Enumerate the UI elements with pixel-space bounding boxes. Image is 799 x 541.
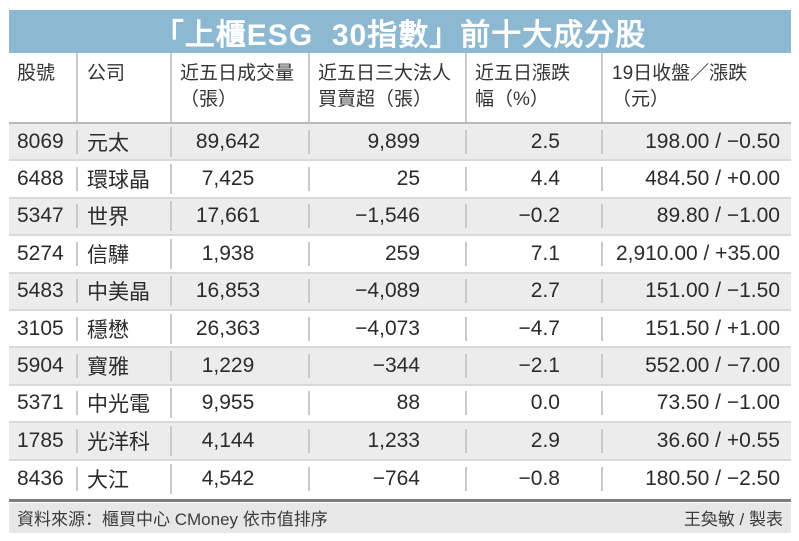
col-header-change-pct: 近五日漲跌 幅（%）: [467, 53, 603, 122]
col-header-stock-id: 股號: [9, 53, 78, 122]
cell-institutional-net: −764: [310, 467, 467, 492]
cell-company: 寶雅: [78, 351, 172, 382]
cell-volume: 1,229: [172, 354, 310, 379]
cell-stock-id: 6488: [9, 167, 78, 192]
cell-institutional-net: 25: [310, 167, 467, 192]
cell-stock-id: 1785: [9, 428, 78, 453]
cell-close-and-change: 180.50 / −2.50: [645, 467, 780, 491]
cell-volume: 26,363: [172, 316, 310, 341]
cell-institutional-net: 1,233: [310, 428, 467, 453]
cell-stock-id: 5274: [9, 241, 78, 266]
cell-change-pct: −2.1: [467, 354, 603, 379]
cell-close-and-change: 151.50 / +1.00: [645, 316, 780, 340]
cell-close-and-change: 151.00 / −1.50: [645, 279, 780, 303]
cell-volume: 9,955: [172, 391, 310, 416]
cell-change-pct: 2.7: [467, 279, 603, 304]
cell-change-pct: −0.2: [467, 204, 603, 229]
cell-company: 元太: [78, 126, 172, 157]
cell-stock-id: 5371: [9, 391, 78, 416]
cell-institutional-net: 259: [310, 241, 467, 266]
page-title: 「上櫃ESG 30指數」前十大成分股: [153, 18, 647, 52]
cell-stock-id: 5347: [9, 204, 78, 229]
col-header-institutional-net: 近五日三大法人 買賣超（張）: [310, 53, 467, 122]
footer-bar: 資料來源：櫃買中心 CMoney 依市值排序 王奐敏 / 製表: [9, 502, 791, 533]
table-header-row: 股號 公司 近五日成交量 （張） 近五日三大法人 買賣超（張） 近五日漲跌 幅（…: [9, 53, 791, 124]
cell-institutional-net: 9,899: [310, 129, 467, 154]
cell-company: 中光電: [78, 388, 172, 419]
table-row: 5274 信驊 1,938 259 7.1 2,910.00 / +35.00: [9, 236, 791, 274]
cell-company: 中美晶: [78, 276, 172, 307]
cell-volume: 89,642: [172, 129, 310, 154]
table-row: 5904 寶雅 1,229 −344 −2.1 552.00 / −7.00: [9, 348, 791, 386]
cell-volume: 4,542: [172, 467, 310, 492]
cell-company: 穩懋: [78, 313, 172, 344]
cell-volume: 4,144: [172, 428, 310, 453]
cell-company: 信驊: [78, 238, 172, 269]
cell-volume: 17,661: [172, 204, 310, 229]
cell-close-and-change: 73.50 / −1.00: [656, 391, 780, 415]
title-banner: 「上櫃ESG 30指數」前十大成分股: [9, 10, 791, 53]
cell-institutional-net: −1,546: [310, 204, 467, 229]
cell-company: 光洋科: [78, 425, 172, 456]
cell-change-pct: −4.7: [467, 316, 603, 341]
cell-volume: 16,853: [172, 279, 310, 304]
cell-close-and-change: 198.00 / −0.50: [645, 129, 780, 153]
cell-change-pct: 2.9: [467, 428, 603, 453]
table-row: 8436 大江 4,542 −764 −0.8 180.50 / −2.50: [9, 460, 791, 498]
cell-change-pct: −0.8: [467, 467, 603, 492]
source-note: 資料來源：櫃買中心 CMoney 依市值排序: [17, 510, 328, 530]
cell-company: 世界: [78, 201, 172, 232]
cell-close-and-change: 2,910.00 / +35.00: [615, 241, 780, 265]
cell-company: 環球晶: [78, 164, 172, 195]
cell-stock-id: 8069: [9, 129, 78, 154]
table-container: 「上櫃ESG 30指數」前十大成分股 股號 公司 近五日成交量 （張） 近五日三…: [9, 10, 791, 533]
cell-change-pct: 4.4: [467, 167, 603, 192]
cell-close-and-change: 484.50 / +0.00: [645, 167, 780, 191]
cell-change-pct: 2.5: [467, 129, 603, 154]
cell-volume: 1,938: [172, 241, 310, 266]
table-row: 5483 中美晶 16,853 −4,089 2.7 151.00 / −1.5…: [9, 273, 791, 311]
cell-stock-id: 3105: [9, 316, 78, 341]
cell-institutional-net: −344: [310, 354, 467, 379]
table-bottom-divider: [9, 498, 791, 502]
cell-stock-id: 5483: [9, 279, 78, 304]
cell-close-and-change: 89.80 / −1.00: [656, 204, 780, 228]
cell-institutional-net: 88: [310, 391, 467, 416]
cell-change-pct: 7.1: [467, 241, 603, 266]
cell-stock-id: 8436: [9, 467, 78, 492]
cell-company: 大江: [78, 464, 172, 495]
table-row: 8069 元太 89,642 9,899 2.5 198.00 / −0.50: [9, 124, 791, 162]
cell-volume: 7,425: [172, 167, 310, 192]
table-body: 8069 元太 89,642 9,899 2.5 198.00 / −0.50 …: [9, 124, 791, 498]
cell-close-and-change: 36.60 / +0.55: [656, 428, 780, 452]
table-row: 5347 世界 17,661 −1,546 −0.2 89.80 / −1.00: [9, 198, 791, 237]
cell-close-and-change: 552.00 / −7.00: [645, 354, 780, 378]
cell-stock-id: 5904: [9, 354, 78, 379]
table-row: 5371 中光電 9,955 88 0.0 73.50 / −1.00: [9, 385, 791, 424]
table-row: 1785 光洋科 4,144 1,233 2.9 36.60 / +0.55: [9, 423, 791, 461]
col-header-close-and-change: 19日收盤／漲跌 （元）: [612, 63, 748, 110]
col-header-company: 公司: [78, 53, 172, 122]
col-header-volume: 近五日成交量 （張）: [172, 53, 310, 122]
credit-note: 王奐敏 / 製表: [683, 510, 783, 530]
cell-institutional-net: −4,073: [310, 316, 467, 341]
table-row: 6488 環球晶 7,425 25 4.4 484.50 / +0.00: [9, 161, 791, 199]
table-row: 3105 穩懋 26,363 −4,073 −4.7 151.50 / +1.0…: [9, 310, 791, 349]
cell-change-pct: 0.0: [467, 391, 603, 416]
cell-institutional-net: −4,089: [310, 279, 467, 304]
